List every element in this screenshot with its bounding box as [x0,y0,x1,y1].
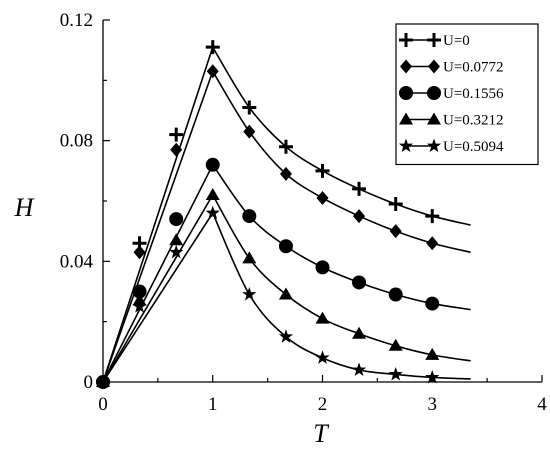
data-point-u-0 [205,40,220,55]
data-point-u-0-3212 [169,233,184,246]
data-point-u-0-0772 [389,224,402,239]
data-point-u-0-0772 [206,64,219,79]
data-point-u-0-1556 [132,284,147,299]
y-tick-label: 0.04 [60,251,94,272]
y-axis-title: H [14,193,35,222]
legend-marker [428,59,440,74]
data-point-u-0-3212 [242,251,257,264]
data-point-u-0-0772 [133,245,146,260]
legend-item: U=0.5094 [398,138,504,155]
legend-label: U=0.1556 [443,86,504,102]
legend-label: U=0 [443,33,470,49]
data-point-u-0-3212 [315,311,330,324]
data-point-u-0-3212 [205,187,220,200]
data-point-u-0-5094 [388,366,403,381]
legend-marker [398,138,414,153]
legend-marker [427,33,441,47]
legend-label: U=0.5094 [443,139,504,155]
data-point-u-0-3212 [278,287,293,300]
rising-line-u-0 [102,46,214,383]
legend-marker [399,112,413,125]
rising-line-u-0-3212 [102,194,214,383]
x-tick-label: 2 [318,394,328,415]
x-tick-label: 1 [208,394,218,415]
x-axis-title: T [313,419,329,448]
data-point-u-0-1556 [205,157,220,172]
rising-line-u-0-0772 [102,71,214,383]
data-point-u-0-5094 [205,205,220,220]
legend-item: U=0 [399,33,470,49]
data-point-u-0 [242,100,257,115]
data-point-u-0 [315,163,330,178]
data-point-u-0-0772 [426,236,439,251]
legend-label: U=0.3212 [443,113,504,129]
legend: U=0 U=0.0772 U=0.1556 U=0.3212 U=0.5094 [395,23,539,166]
data-point-u-0-5094 [242,287,257,301]
legend-marker [399,33,413,47]
data-point-u-0 [425,209,440,224]
data-point-u-0-1556 [242,209,257,224]
legend-item: U=0.0772 [400,59,504,76]
legend-marker [427,112,441,125]
data-point-u-0-1556 [315,260,330,275]
data-point-u-0-5094 [315,350,330,364]
x-tick-label: 0 [98,394,108,415]
axes: 0 1 2 3 4 0 0.04 0.08 0.12 T H [14,10,548,448]
data-point-u-0 [352,181,367,196]
y-tick-label: 0.12 [60,10,93,31]
legend-marker [400,59,412,74]
data-point-u-0 [388,197,403,212]
data-point-u-0-1556 [352,275,367,290]
legend-label: U=0.0772 [443,60,504,76]
legend-item: U=0.1556 [399,86,504,102]
legend-box [395,23,539,166]
data-point-u-0-5094 [278,329,294,343]
data-point-u-0-5094 [169,244,184,259]
data-point-u-0-5094 [132,299,147,313]
data-point-u-0-0772 [170,142,183,157]
data-point-u-0-3212 [425,347,440,360]
data-point-u-0-0772 [279,166,292,181]
rising-line-u-0-1556 [102,164,214,383]
data-point-u-0-0772 [243,124,256,139]
data-point-u-0-1556 [425,296,440,311]
y-tick-label: 0.08 [60,131,93,152]
y-tick-label: 0 [84,372,94,393]
data-point-u-0-1556 [388,287,403,302]
data-point-u-0 [278,139,293,154]
data-point-u-0-5094 [351,362,367,376]
legend-item: U=0.3212 [399,112,504,129]
data-point-u-0-1556 [169,212,184,227]
data-point-u-0-3212 [388,338,403,351]
x-tick-label: 3 [428,394,438,415]
data-point-u-0 [169,127,184,142]
rising-line-u-0-5094 [102,212,214,383]
data-point-u-0-1556 [278,239,293,254]
x-tick-label: 4 [537,394,547,415]
data-point-u-0-0772 [353,209,366,224]
legend-marker [426,138,442,153]
data-point-u-0-0772 [316,190,329,205]
legend-marker [427,86,441,100]
data-point-u-0-3212 [352,326,367,339]
legend-marker [399,86,413,100]
